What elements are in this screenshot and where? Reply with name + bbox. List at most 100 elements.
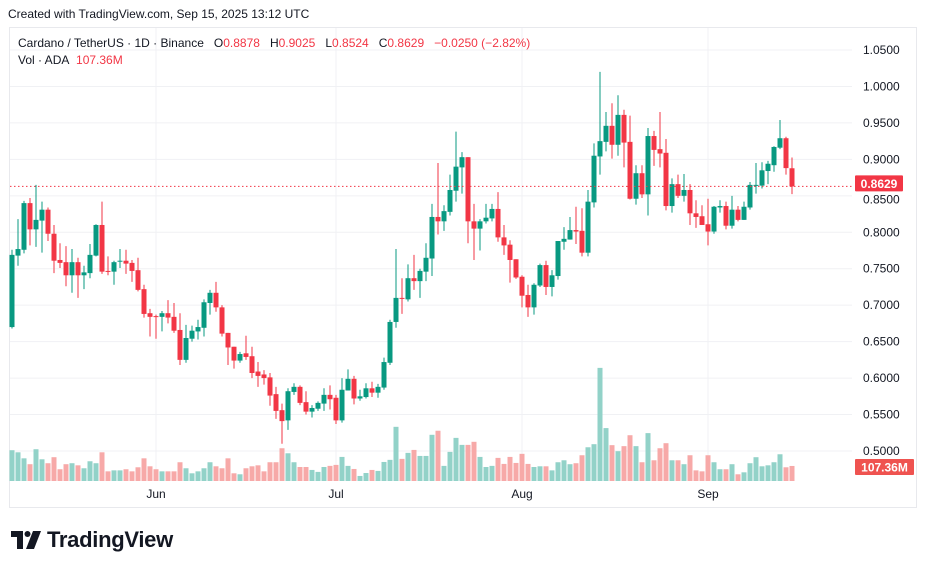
candle[interactable]: [159, 311, 165, 332]
candle[interactable]: [273, 386, 279, 419]
candle[interactable]: [765, 160, 771, 185]
candle[interactable]: [75, 257, 81, 298]
candle[interactable]: [639, 165, 645, 199]
candle[interactable]: [705, 198, 711, 246]
candle[interactable]: [627, 115, 633, 200]
candle[interactable]: [33, 184, 39, 247]
candle[interactable]: [573, 206, 579, 244]
candle[interactable]: [687, 184, 693, 225]
candle[interactable]: [501, 224, 507, 255]
tradingview-logo[interactable]: TradingView: [11, 527, 173, 553]
candle[interactable]: [711, 206, 717, 234]
candle[interactable]: [69, 249, 75, 293]
candle[interactable]: [549, 270, 555, 297]
candle[interactable]: [219, 305, 225, 337]
candle[interactable]: [543, 260, 549, 295]
candle[interactable]: [99, 201, 105, 274]
candle[interactable]: [579, 208, 585, 257]
candle[interactable]: [555, 241, 561, 280]
candle[interactable]: [9, 249, 15, 329]
candle[interactable]: [81, 265, 87, 290]
candle[interactable]: [177, 313, 183, 365]
candle[interactable]: [465, 157, 471, 244]
candle[interactable]: [315, 401, 321, 411]
candle[interactable]: [507, 240, 513, 283]
candle[interactable]: [15, 219, 21, 266]
candle[interactable]: [585, 189, 591, 257]
candle[interactable]: [693, 200, 699, 228]
candle[interactable]: [213, 281, 219, 312]
candle[interactable]: [369, 381, 375, 398]
candle[interactable]: [399, 278, 405, 314]
candle[interactable]: [135, 257, 141, 292]
candle[interactable]: [597, 71, 603, 175]
candle[interactable]: [51, 224, 57, 274]
candle[interactable]: [39, 201, 45, 253]
candle[interactable]: [147, 308, 153, 337]
candle[interactable]: [651, 130, 657, 166]
candle[interactable]: [663, 138, 669, 211]
candle[interactable]: [723, 201, 729, 230]
candle[interactable]: [249, 346, 255, 379]
candle[interactable]: [615, 95, 621, 156]
candle[interactable]: [165, 300, 171, 324]
candle[interactable]: [729, 195, 735, 229]
candle[interactable]: [375, 383, 381, 398]
candle[interactable]: [411, 254, 417, 290]
candle[interactable]: [363, 383, 369, 399]
candle[interactable]: [561, 227, 567, 250]
candle[interactable]: [609, 103, 615, 159]
candle[interactable]: [531, 283, 537, 315]
candle[interactable]: [519, 275, 525, 308]
candle[interactable]: [621, 109, 627, 168]
candle[interactable]: [567, 216, 573, 240]
candle[interactable]: [111, 260, 117, 285]
candle[interactable]: [735, 206, 741, 222]
candle[interactable]: [477, 219, 483, 251]
price-axis[interactable]: 1.0500 1.0000 0.9500 0.9000 0.8500 0.8000 0.75…: [863, 43, 900, 458]
candle[interactable]: [405, 264, 411, 302]
candle[interactable]: [309, 405, 315, 418]
candle[interactable]: [255, 362, 261, 387]
candle[interactable]: [459, 152, 465, 194]
candle[interactable]: [297, 385, 303, 406]
candle[interactable]: [603, 111, 609, 152]
candle[interactable]: [327, 385, 333, 410]
candle[interactable]: [117, 249, 123, 268]
candle[interactable]: [141, 284, 147, 318]
candle[interactable]: [285, 388, 291, 430]
candle[interactable]: [789, 157, 795, 195]
candle[interactable]: [435, 163, 441, 235]
candle[interactable]: [489, 203, 495, 222]
candle[interactable]: [333, 394, 339, 425]
candle[interactable]: [261, 370, 267, 385]
candle[interactable]: [321, 388, 327, 411]
candle[interactable]: [699, 205, 705, 225]
candle[interactable]: [393, 249, 399, 328]
candle[interactable]: [243, 335, 249, 360]
candle[interactable]: [153, 314, 159, 339]
candle[interactable]: [87, 243, 93, 279]
candle[interactable]: [171, 302, 177, 333]
candle[interactable]: [645, 128, 651, 216]
candle[interactable]: [21, 200, 27, 254]
candle[interactable]: [237, 351, 243, 363]
candle[interactable]: [513, 259, 519, 279]
candle[interactable]: [657, 111, 663, 168]
candle[interactable]: [777, 119, 783, 150]
candle[interactable]: [771, 146, 777, 172]
candle[interactable]: [207, 289, 213, 315]
candle[interactable]: [183, 324, 189, 363]
candle[interactable]: [669, 178, 675, 213]
candle[interactable]: [129, 259, 135, 282]
candle[interactable]: [591, 143, 597, 208]
candle[interactable]: [525, 284, 531, 317]
candle[interactable]: [27, 198, 33, 246]
candle[interactable]: [105, 256, 111, 276]
candle[interactable]: [429, 203, 435, 277]
candle[interactable]: [279, 403, 285, 444]
candle[interactable]: [123, 249, 129, 274]
candle[interactable]: [291, 383, 297, 395]
candle[interactable]: [681, 173, 687, 202]
